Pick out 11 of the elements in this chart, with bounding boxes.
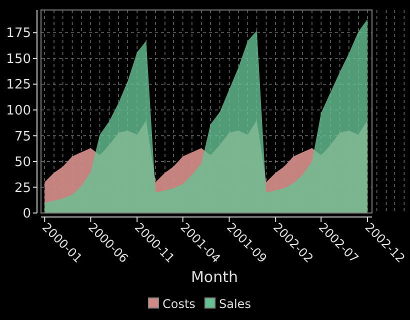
y-tick-label: 25 xyxy=(14,180,31,196)
y-tick-label: 175 xyxy=(6,26,31,42)
y-tick-label: 100 xyxy=(6,104,31,119)
x-axis-title: Month xyxy=(190,268,238,286)
y-tick-label: 50 xyxy=(14,155,31,170)
y-tick-label: 0 xyxy=(22,206,31,222)
y-tick-label: 75 xyxy=(14,129,31,144)
y-tick-label: 125 xyxy=(6,78,31,93)
legend-label: Sales xyxy=(219,297,251,311)
y-tick-label: 150 xyxy=(6,52,31,67)
legend-label: Costs xyxy=(162,297,196,311)
